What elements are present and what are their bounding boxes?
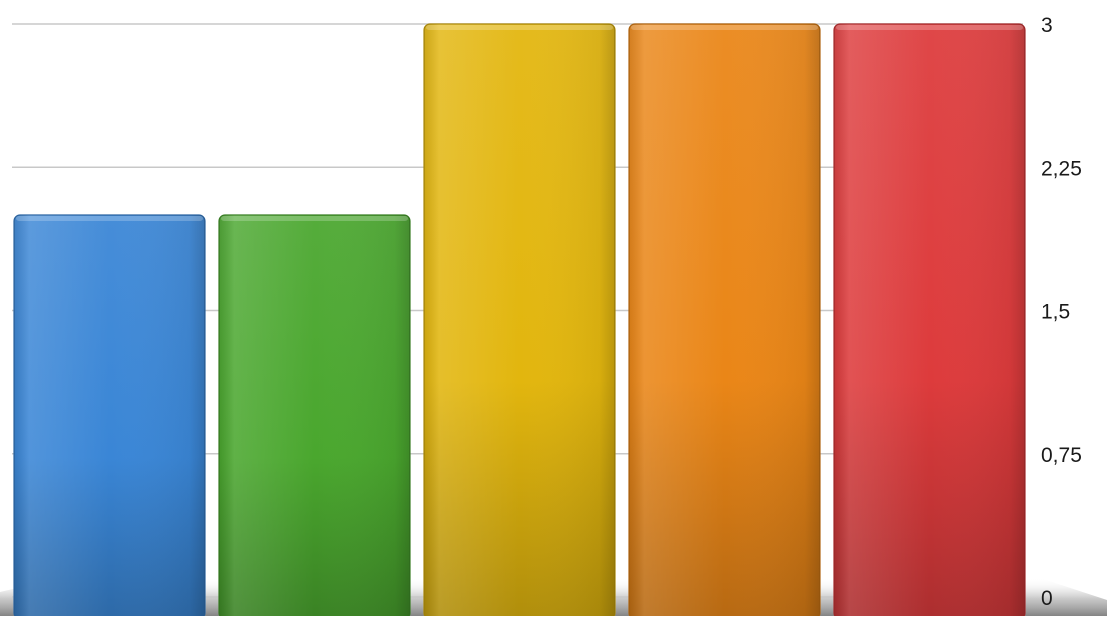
bar-top-highlight bbox=[836, 25, 1023, 30]
y-tick-label: 0 bbox=[1041, 587, 1053, 610]
y-tick-label: 3 bbox=[1041, 14, 1053, 37]
bar-top-highlight bbox=[631, 25, 818, 30]
y-axis-tick-labels: 0 0,75 1,5 2,25 3 bbox=[1041, 14, 1082, 610]
bar bbox=[218, 214, 411, 620]
bar-top-highlight bbox=[16, 216, 203, 221]
bar-sheen bbox=[424, 24, 615, 619]
y-tick-label: 1,5 bbox=[1041, 301, 1070, 324]
bar bbox=[628, 23, 821, 620]
bar-sheen bbox=[14, 215, 205, 619]
bars bbox=[13, 23, 1026, 620]
y-tick-label: 0,75 bbox=[1041, 444, 1082, 467]
bar bbox=[13, 214, 206, 620]
bar-sheen bbox=[219, 215, 410, 619]
bar-sheen bbox=[834, 24, 1025, 619]
y-tick-label: 2,25 bbox=[1041, 157, 1082, 180]
bar-top-highlight bbox=[426, 25, 613, 30]
bar-top-highlight bbox=[221, 216, 408, 221]
bar bbox=[833, 23, 1026, 620]
bar bbox=[423, 23, 616, 620]
bar-sheen bbox=[629, 24, 820, 619]
